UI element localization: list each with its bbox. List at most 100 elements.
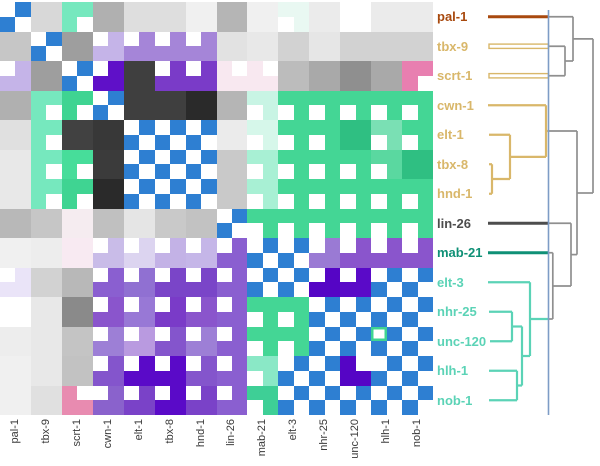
cell-quadrant — [15, 208, 31, 224]
cell-quadrant — [231, 31, 248, 47]
cell-quadrant — [324, 267, 341, 283]
matrix-cell — [247, 2, 279, 32]
matrix-cell — [371, 238, 403, 268]
cell-quadrant — [355, 90, 372, 106]
cell-quadrant — [185, 2, 202, 17]
matrix-cell — [309, 149, 341, 179]
matrix-cell — [309, 238, 341, 268]
cell-quadrant — [355, 238, 372, 253]
cell-quadrant — [324, 149, 341, 165]
cell-quadrant — [139, 179, 155, 194]
cell-quadrant — [0, 120, 16, 135]
matrix-cell — [340, 267, 372, 297]
cell-quadrant — [30, 297, 47, 312]
matrix-cell — [278, 90, 310, 120]
cell-quadrant — [402, 400, 418, 415]
cell-quadrant — [46, 31, 62, 47]
cell-quadrant — [231, 297, 248, 312]
cell-quadrant — [108, 311, 124, 327]
matrix-cell — [371, 90, 403, 120]
cell-quadrant — [123, 75, 140, 91]
cell-quadrant — [61, 90, 78, 106]
cell-quadrant — [154, 370, 171, 386]
cell-quadrant — [324, 238, 341, 253]
matrix-cell — [154, 326, 186, 356]
cell-quadrant — [231, 370, 248, 386]
cell-quadrant — [92, 252, 109, 268]
cell-quadrant — [355, 149, 372, 165]
matrix-cell — [185, 326, 217, 356]
cell-quadrant — [123, 370, 140, 386]
cell-quadrant — [216, 179, 232, 194]
matrix-cell — [30, 120, 62, 150]
cell-quadrant — [371, 341, 387, 356]
cell-quadrant — [309, 2, 325, 17]
cell-quadrant — [108, 134, 124, 150]
cell-quadrant — [0, 370, 16, 386]
matrix-cell — [309, 61, 341, 91]
matrix-cell — [402, 2, 433, 32]
cell-quadrant — [154, 341, 171, 356]
cell-quadrant — [170, 208, 186, 224]
cell-quadrant — [61, 267, 78, 283]
cell-quadrant — [402, 311, 418, 327]
cell-quadrant — [92, 370, 109, 386]
matrix-cell — [61, 326, 93, 356]
matrix-cell — [154, 120, 186, 150]
col-label-pal-1: pal-1 — [8, 419, 21, 444]
cell-quadrant — [15, 90, 31, 106]
cell-quadrant — [15, 2, 31, 17]
cell-quadrant — [231, 2, 248, 17]
cell-quadrant — [61, 400, 78, 415]
matrix-cell — [92, 2, 124, 32]
cell-quadrant — [216, 105, 232, 120]
cell-quadrant — [108, 16, 124, 32]
cell-quadrant — [77, 120, 93, 135]
cell-quadrant — [324, 134, 341, 150]
cell-quadrant — [61, 46, 78, 61]
cell-quadrant — [61, 341, 78, 356]
cell-quadrant — [371, 208, 387, 224]
cell-quadrant — [0, 238, 16, 253]
cell-quadrant — [386, 75, 403, 91]
cell-quadrant — [61, 208, 78, 224]
cell-quadrant — [293, 385, 310, 401]
cell-quadrant — [371, 75, 387, 91]
cell-quadrant — [247, 356, 263, 371]
cell-quadrant — [324, 75, 341, 91]
matrix-cell — [185, 208, 217, 238]
matrix-cell — [185, 297, 217, 327]
matrix-cell — [216, 208, 248, 238]
cell-quadrant — [402, 341, 418, 356]
cell-quadrant — [139, 90, 155, 106]
cell-quadrant — [154, 193, 171, 209]
cell-quadrant — [0, 90, 16, 106]
matrix-cell — [371, 208, 403, 238]
matrix-cell — [402, 149, 433, 179]
cell-quadrant — [139, 370, 155, 386]
cell-quadrant — [123, 282, 140, 297]
cell-quadrant — [123, 90, 140, 106]
cell-quadrant — [15, 134, 31, 150]
cell-quadrant — [154, 75, 171, 91]
row-label-unc-120: unc-120 — [437, 333, 487, 349]
cell-quadrant — [0, 179, 16, 194]
matrix-cell — [123, 31, 155, 61]
matrix-cell — [154, 61, 186, 91]
matrix-cell — [154, 238, 186, 268]
cell-quadrant — [185, 90, 202, 106]
cell-quadrant — [61, 370, 78, 386]
cell-quadrant — [61, 120, 78, 135]
matrix-cell — [123, 356, 155, 386]
cell-quadrant — [139, 16, 155, 32]
cell-quadrant — [46, 75, 62, 91]
matrix-cell — [247, 31, 279, 61]
cell-quadrant — [201, 149, 217, 165]
row-label-tbx-9: tbx-9 — [437, 38, 469, 54]
cell-quadrant — [185, 282, 202, 297]
cell-quadrant — [123, 16, 140, 32]
cell-quadrant — [123, 208, 140, 224]
matrix-cell — [30, 385, 62, 415]
cell-quadrant — [417, 208, 433, 224]
matrix-cell — [402, 238, 433, 268]
